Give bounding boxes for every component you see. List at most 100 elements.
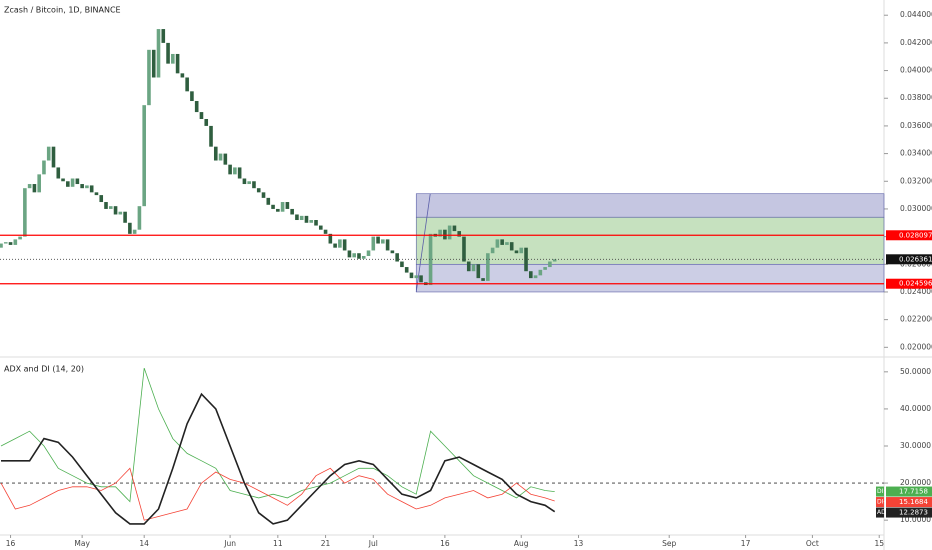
candle <box>414 275 419 279</box>
target-zone <box>415 193 885 218</box>
candle <box>27 184 32 189</box>
candle <box>381 239 385 244</box>
candle <box>271 204 275 209</box>
candle <box>476 264 481 279</box>
x-tick-label: 16 <box>6 539 16 548</box>
candle <box>61 178 65 182</box>
candle <box>166 42 170 64</box>
candle <box>514 250 519 254</box>
legend-name: DI- <box>877 499 886 506</box>
candle <box>51 146 56 168</box>
candle <box>285 202 290 209</box>
chart-title: Zcash / Bitcoin, 1D, BINANCE <box>4 6 121 15</box>
candle <box>266 197 271 205</box>
candle <box>361 255 366 259</box>
candle <box>137 206 142 230</box>
candle <box>323 229 328 234</box>
candle <box>104 202 108 209</box>
value-label: 17.7158 <box>899 488 928 496</box>
candle <box>252 181 256 189</box>
y-tick-label: 50.0000 <box>900 367 931 376</box>
candle <box>190 91 194 102</box>
candle <box>447 225 452 240</box>
candle <box>385 239 390 251</box>
target-zone <box>415 263 885 293</box>
candle <box>128 222 132 234</box>
candle <box>132 229 137 234</box>
candle <box>309 220 314 223</box>
candle <box>233 167 237 175</box>
candle <box>495 239 500 248</box>
legend-tag <box>876 486 884 497</box>
legend-name: ADX <box>877 509 890 516</box>
candle <box>524 247 528 272</box>
candle <box>89 185 94 193</box>
candle <box>185 77 189 92</box>
level-label: 0.024596 <box>899 280 932 288</box>
candle <box>42 160 46 175</box>
x-tick-label: Jun <box>223 539 236 548</box>
y-tick-label: 10.0000 <box>900 515 931 524</box>
last-price-tag <box>886 254 932 265</box>
x-tick-label: Oct <box>806 539 819 548</box>
candle <box>505 242 509 245</box>
candle <box>395 253 399 262</box>
y-tick-label: 40.0000 <box>900 404 931 413</box>
candle <box>228 164 232 175</box>
candle <box>290 208 294 215</box>
candle <box>428 233 433 286</box>
candle <box>37 174 41 193</box>
candle <box>142 105 146 207</box>
candle <box>347 250 352 258</box>
candle <box>175 53 180 74</box>
candle <box>529 271 533 279</box>
candle <box>519 247 524 254</box>
candle <box>299 215 304 221</box>
candle <box>366 250 371 256</box>
level-tag <box>886 278 932 289</box>
candle <box>481 278 485 281</box>
candle <box>376 236 380 244</box>
candle <box>32 184 37 193</box>
candle <box>85 185 89 189</box>
indicator-line <box>1 392 556 525</box>
candle <box>18 236 22 240</box>
candle <box>409 272 414 279</box>
candle <box>46 146 51 161</box>
candle <box>276 208 280 212</box>
x-tick-label: 11 <box>273 539 283 548</box>
x-tick-label: 14 <box>139 539 149 548</box>
candle <box>338 239 342 248</box>
candle <box>452 225 457 232</box>
candle <box>108 206 113 209</box>
candle <box>256 188 261 193</box>
y-tick-label: 30.0000 <box>900 441 931 450</box>
candle <box>466 261 471 272</box>
candle <box>419 275 423 283</box>
last-price-label: 0.026361 <box>899 255 932 263</box>
trend-line <box>415 193 431 293</box>
indicator-title: ADX and DI (14, 20) <box>4 365 84 374</box>
candle <box>490 247 495 254</box>
candle <box>118 211 123 215</box>
candle <box>280 202 285 212</box>
x-tick-label: 21 <box>321 539 331 548</box>
x-tick-label: 13 <box>574 539 584 548</box>
candle <box>295 214 299 221</box>
candle <box>180 73 185 78</box>
x-tick-label: Aug <box>514 539 529 548</box>
value-tag <box>886 486 932 497</box>
candle <box>247 181 251 185</box>
candle <box>314 220 318 226</box>
candle <box>199 112 204 119</box>
value-label: 12.2873 <box>899 509 928 517</box>
value-tag <box>886 507 932 518</box>
candle <box>552 259 557 262</box>
